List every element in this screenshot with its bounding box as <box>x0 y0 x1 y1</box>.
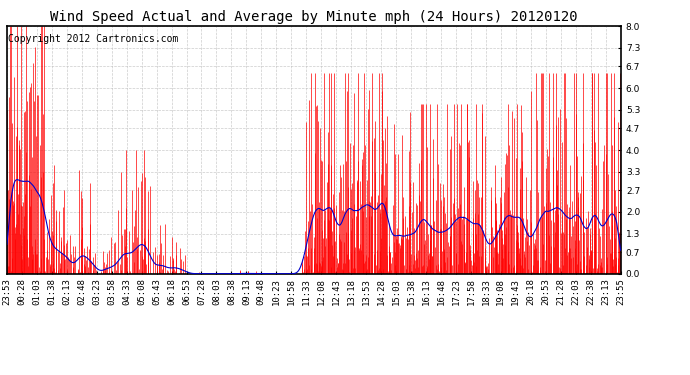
Title: Wind Speed Actual and Average by Minute mph (24 Hours) 20120120: Wind Speed Actual and Average by Minute … <box>50 10 578 24</box>
Text: Copyright 2012 Cartronics.com: Copyright 2012 Cartronics.com <box>8 34 179 44</box>
